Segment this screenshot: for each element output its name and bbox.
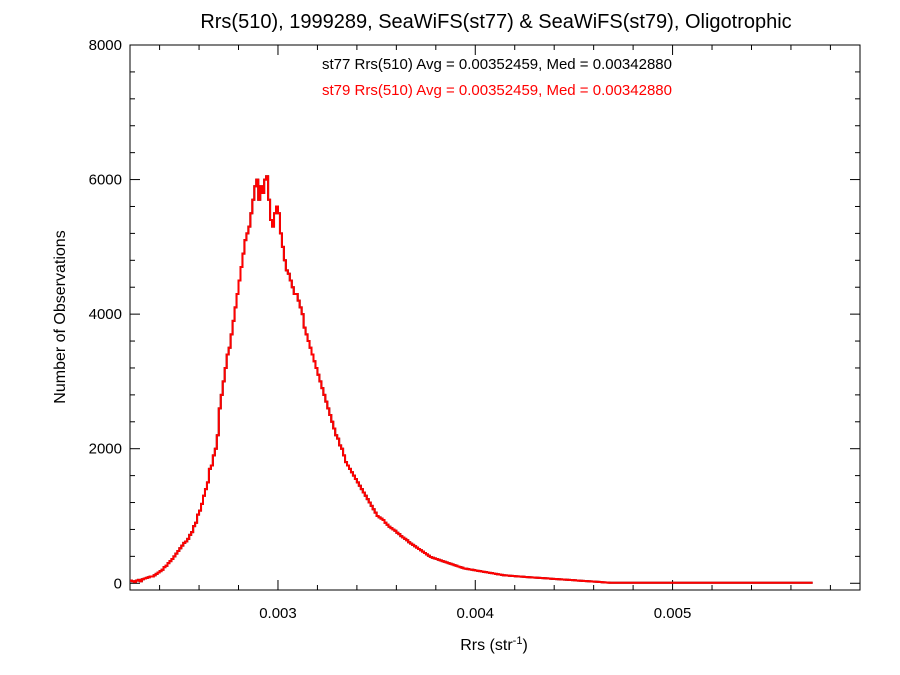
x-tick-label: 0.004: [456, 605, 494, 622]
x-tick-labels: 0.003 0.004 0.005: [259, 605, 691, 622]
x-axis-label-superscript: -1: [513, 635, 523, 647]
y-tick-label: 0: [114, 575, 122, 592]
y-axis-label: Number of Observations: [52, 230, 69, 403]
x-tick-label: 0.005: [654, 605, 692, 622]
chart-title: Rrs(510), 1999289, SeaWiFS(st77) & SeaWi…: [200, 11, 791, 33]
histogram-line-st79: [130, 175, 813, 584]
histogram-line-st77: [130, 175, 813, 584]
annotation-st77: st77 Rrs(510) Avg = 0.00352459, Med = 0.…: [322, 56, 672, 73]
x-axis-label: Rrs (str-1): [460, 635, 528, 654]
x-axis-label-main: Rrs (str: [460, 637, 513, 654]
y-tick-label: 2000: [89, 441, 122, 458]
y-tick-label: 8000: [89, 37, 122, 54]
x-axis-label-close: ): [522, 637, 527, 654]
series-group: [130, 175, 813, 584]
y-tick-label: 6000: [89, 172, 122, 189]
axis-ticks: [130, 44, 860, 590]
annotation-st79: st79 Rrs(510) Avg = 0.00352459, Med = 0.…: [322, 82, 672, 99]
y-tick-label: 4000: [89, 306, 122, 323]
plot-frame: [129, 44, 861, 591]
x-tick-label: 0.003: [259, 605, 297, 622]
y-tick-labels: 0 2000 4000 6000 8000: [89, 37, 122, 592]
